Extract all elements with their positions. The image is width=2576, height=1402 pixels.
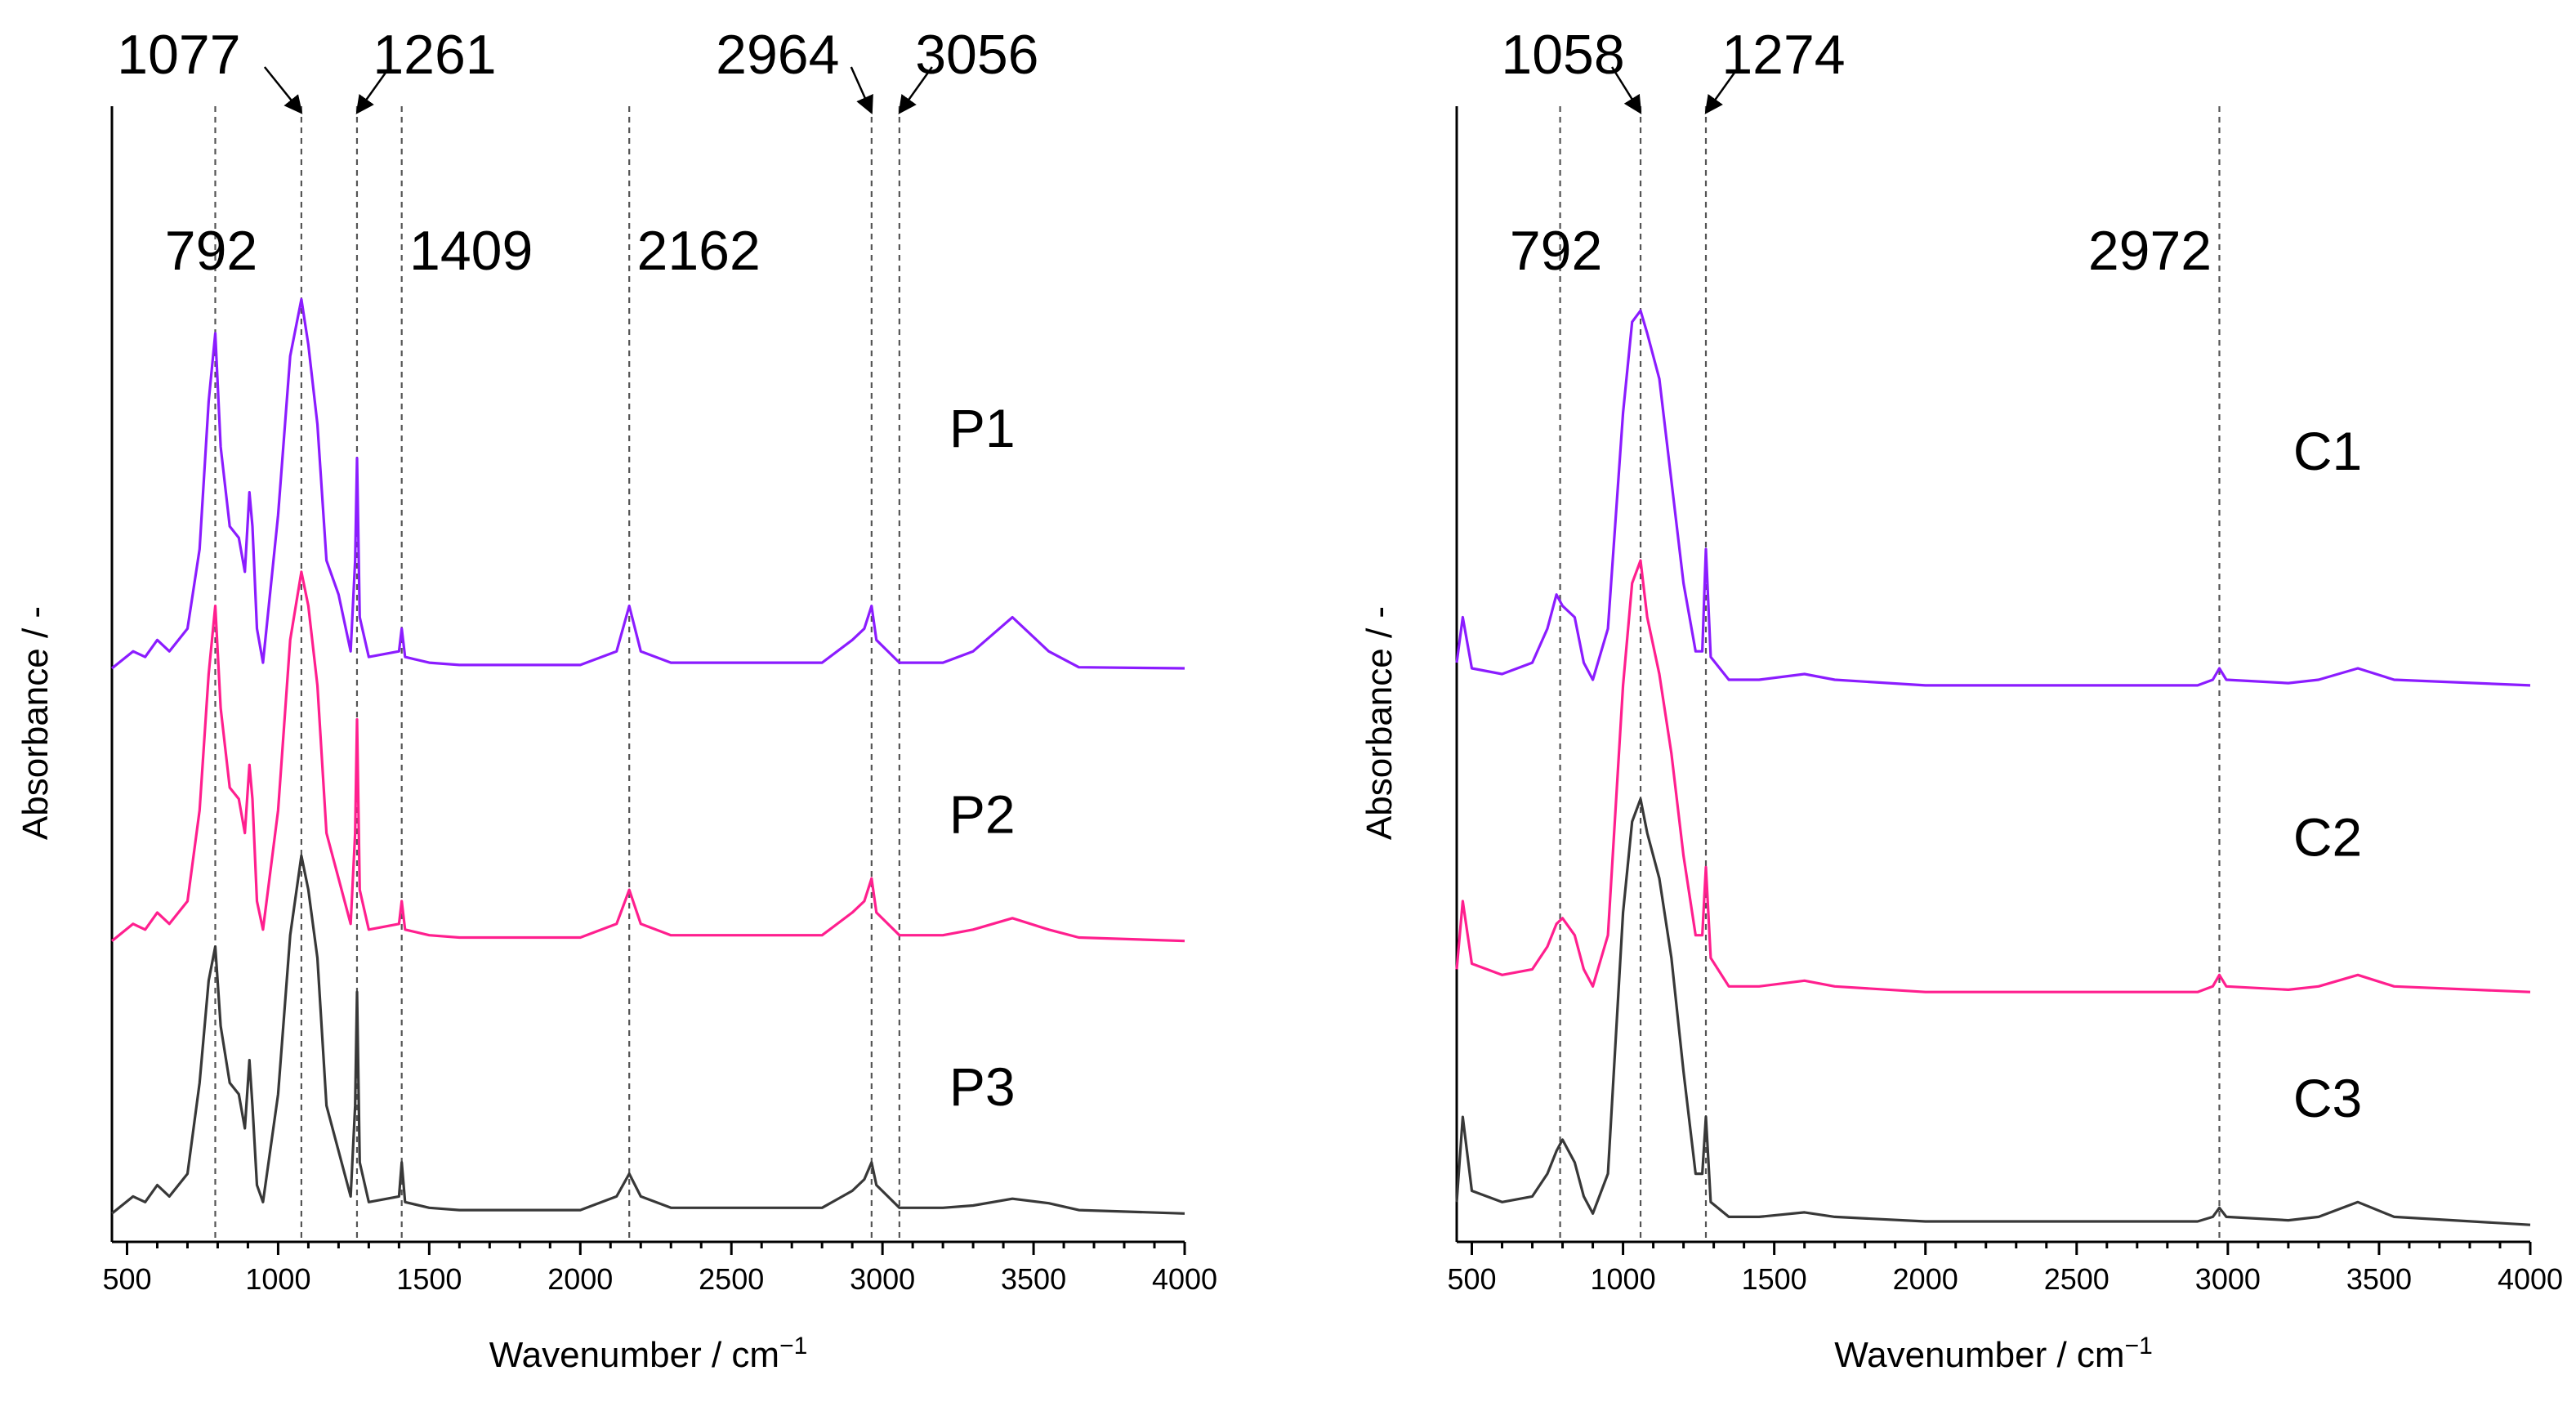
x-tick-label: 4000 [1152,1262,1217,1296]
x-tick-label: 2000 [1893,1262,1958,1296]
peak-label: 792 [165,220,257,282]
x-tick-label: 500 [102,1262,151,1296]
series-label-p1: P1 [949,398,1016,458]
peak-arrow [263,66,303,114]
series-label-p2: P2 [949,784,1016,845]
x-tick-label: 500 [1447,1262,1496,1296]
x-tick-label: 1000 [1591,1262,1656,1296]
series-line-p2 [110,570,1185,943]
x-tick-label: 4000 [2498,1262,2563,1296]
x-tick-label: 2000 [547,1262,613,1296]
x-tick-label: 2500 [2044,1262,2109,1296]
series-label-c3: C3 [2293,1068,2362,1128]
series-line-p1 [110,297,1185,670]
peak-arrow [1704,66,1740,114]
x-tick-label: 1000 [245,1262,310,1296]
x-tick-label: 1500 [396,1262,462,1296]
series-line-c2 [1455,559,2531,993]
x-axis-label: Wavenumber / cm−1 [489,1333,808,1375]
peak-arrow [355,66,391,114]
x-axis-label: Wavenumber / cm−1 [1834,1333,2153,1375]
series-line-p3 [110,854,1185,1215]
peak-label: 2972 [2088,220,2212,282]
peak-arrow [1610,66,1642,114]
series-line-c1 [1455,309,2531,687]
series-line-c3 [1455,797,2531,1226]
series-label-c2: C2 [2293,806,2362,867]
peak-label: 1274 [1721,24,1845,86]
peak-label: 1058 [1501,24,1624,86]
x-tick-label: 3500 [2346,1262,2412,1296]
peak-label: 3056 [915,24,1038,86]
chart-left: 500 1000 1500 2000 2500 3000 3500 4000 Wavenumbe… [16,24,1217,1375]
peak-label: 1261 [373,24,496,86]
y-axis-label: Absorbance / - [16,606,56,840]
series-label-p3: P3 [949,1056,1016,1117]
x-tick-label: 3500 [1001,1262,1066,1296]
x-tick-label: 2500 [699,1262,764,1296]
x-tick-label: 1500 [1742,1262,1807,1296]
x-tick-label: 3000 [2195,1262,2261,1296]
chart-right: 500 1000 1500 2000 2500 3000 3500 4000 Wavenumbe… [1359,24,2563,1375]
peak-label: 1077 [117,24,240,86]
peak-label: 1409 [409,220,533,282]
series-label-c1: C1 [2293,421,2362,481]
peak-arrow [898,66,933,114]
peak-arrow [850,66,873,115]
peak-label: 2162 [637,220,761,282]
peak-label: 792 [1510,220,1602,282]
y-axis-label: Absorbance / - [1359,606,1400,840]
x-tick-label: 3000 [850,1262,915,1296]
peak-label: 2964 [716,24,839,86]
